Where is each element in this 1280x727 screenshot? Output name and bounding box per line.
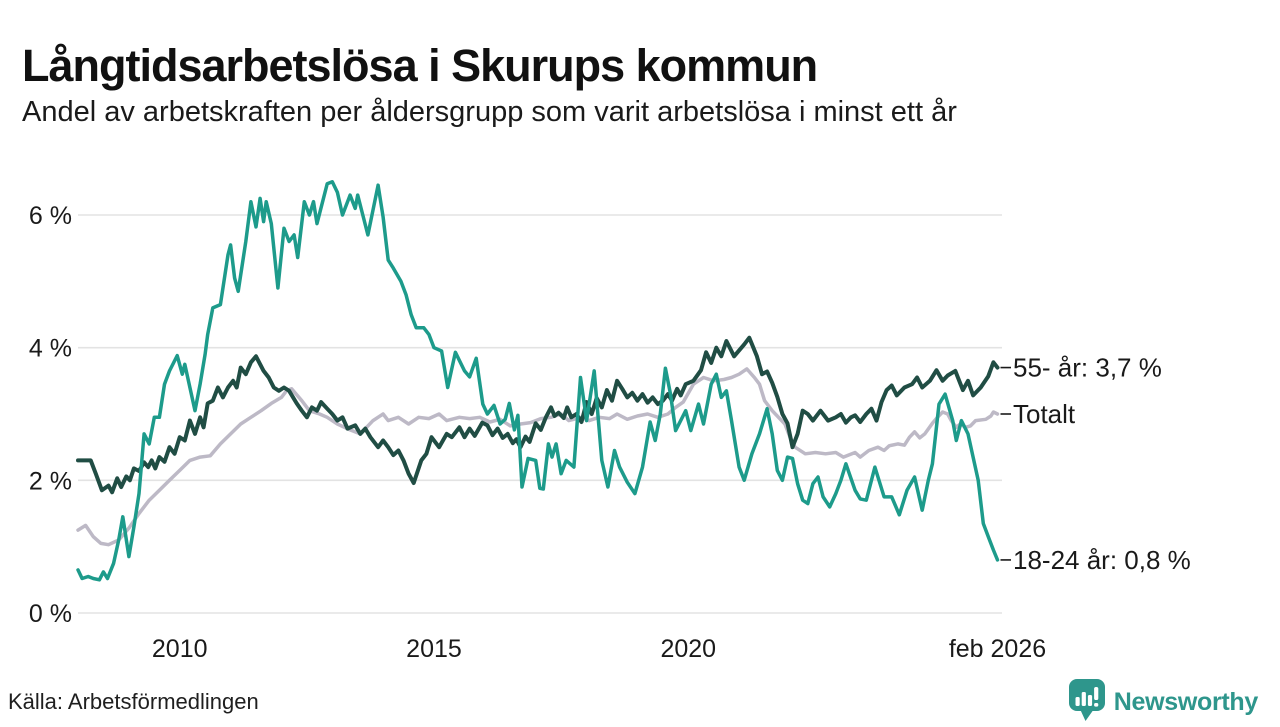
page-title: Långtidsarbetslösa i Skurups kommun	[22, 40, 818, 92]
y-axis-tick-label: 4 %	[29, 335, 72, 363]
y-axis-tick-label: 0 %	[29, 600, 72, 628]
series-line-55-r	[76, 335, 1000, 495]
x-axis-tick-label: 2010	[152, 635, 208, 663]
newsworthy-pin-barchart-icon	[1068, 678, 1106, 727]
series-end-label: 18-24 år: 0,8 %	[1013, 545, 1191, 575]
newsworthy-branding: Newsworthy	[1068, 678, 1258, 727]
series-end-label: 55- år: 3,7 %	[1013, 353, 1162, 383]
x-axis-tick-label: 2015	[406, 635, 462, 663]
x-axis-tick-label: feb 2026	[949, 635, 1046, 663]
newsworthy-wordmark: Newsworthy	[1113, 688, 1259, 716]
y-axis-tick-label: 2 %	[29, 467, 72, 495]
y-axis-tick-label: 6 %	[29, 202, 72, 230]
source-note: Källa: Arbetsförmedlingen	[8, 689, 259, 714]
x-axis-tick-label: 2020	[660, 635, 716, 663]
series-end-label: Totalt	[1013, 399, 1076, 429]
chart-subtitle: Andel av arbetskraften per åldersgrupp s…	[22, 96, 957, 128]
series-line-18-24-r	[76, 180, 1000, 582]
